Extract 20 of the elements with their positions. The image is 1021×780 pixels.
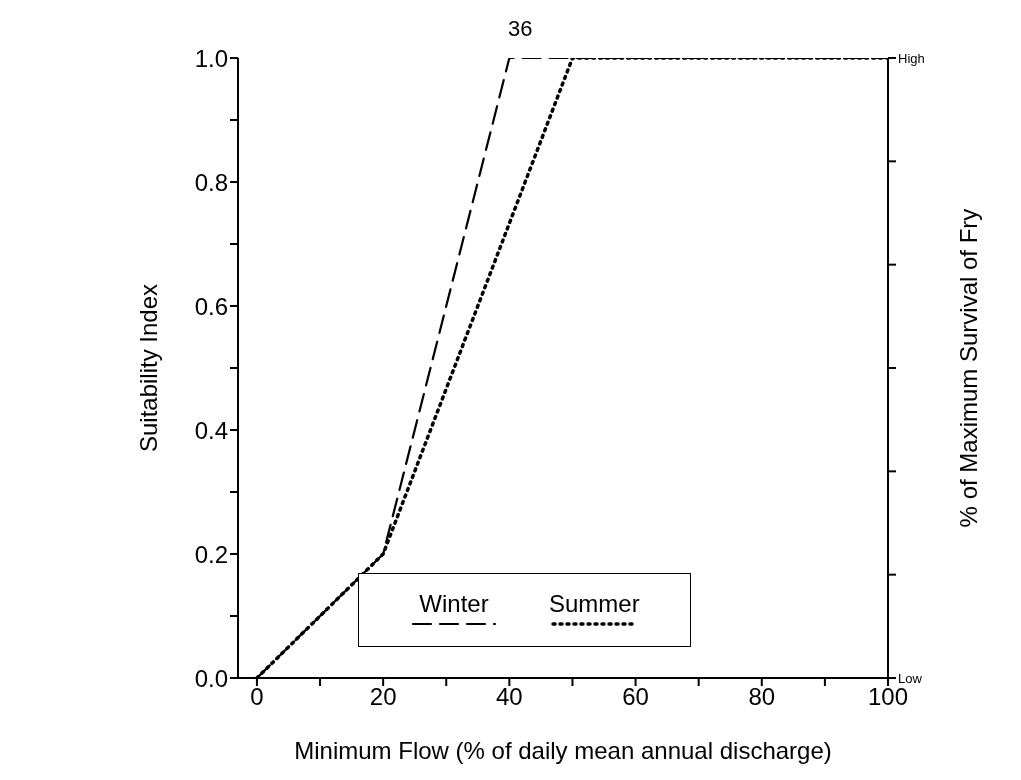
x-tick-label: 40 [496,683,523,711]
x-tick-label: 100 [867,683,909,711]
text: Summer [549,590,640,618]
category-label: Low [898,670,922,686]
text: Winter [419,590,489,618]
y-tick-label: 0.8 [194,168,228,196]
category-label: High [898,50,925,66]
text: 36 [508,16,533,42]
x-axis-title: Minimum Flow (% of daily mean annual discharge) [294,737,832,764]
y-tick-label: 1.0 [194,44,228,72]
y-tick-label: 0.6 [194,292,228,320]
y-axis-title: Suitability Index [134,283,162,453]
x-tick-label: 20 [369,683,397,711]
y-tick-label: 0.2 [194,540,228,568]
x-tick-label: 80 [748,683,776,711]
x-tick-label: 0 [250,683,264,711]
y2-axis-title: % of Maximum Survival of Fry [954,208,982,528]
x-tick-label: 60 [622,683,649,711]
y-tick-label: 0.0 [194,664,228,692]
y-tick-label: 0.4 [194,416,228,444]
